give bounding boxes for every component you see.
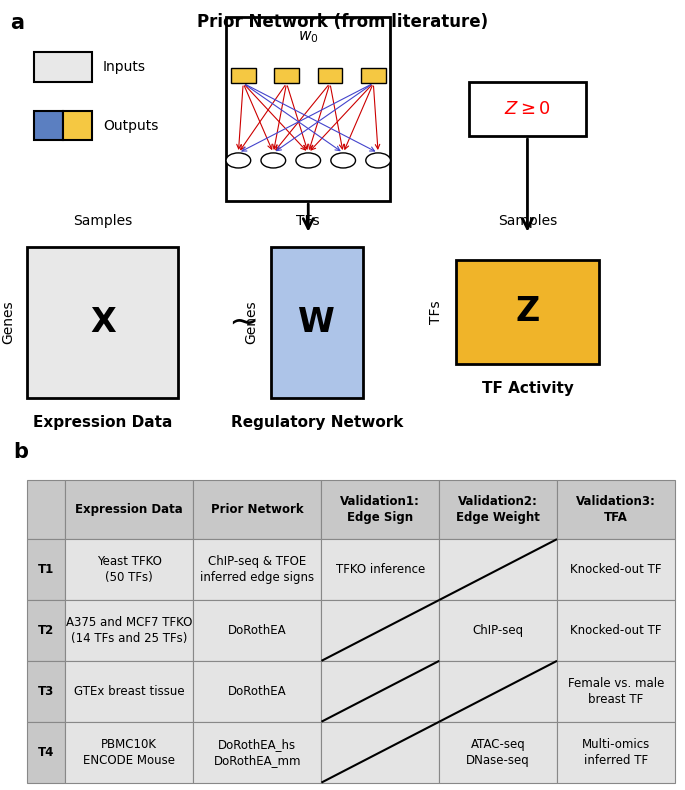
Text: Regulatory Network: Regulatory Network xyxy=(231,415,403,430)
Bar xyxy=(27,247,178,398)
Bar xyxy=(361,68,386,83)
Text: Expression Data: Expression Data xyxy=(75,503,183,516)
Bar xyxy=(27,600,65,661)
Text: Expression Data: Expression Data xyxy=(33,415,173,430)
Bar xyxy=(321,661,439,722)
Bar xyxy=(439,600,557,661)
Bar xyxy=(193,600,321,661)
Bar xyxy=(456,260,599,364)
Bar xyxy=(65,480,193,539)
Text: ChIP-seq: ChIP-seq xyxy=(473,624,523,637)
Text: a: a xyxy=(10,13,24,32)
Bar xyxy=(226,17,390,201)
Bar xyxy=(557,722,675,783)
Bar xyxy=(65,600,193,661)
Bar xyxy=(193,661,321,722)
Bar xyxy=(27,661,65,722)
Bar xyxy=(321,539,439,600)
Bar xyxy=(439,480,557,539)
Text: Genes: Genes xyxy=(245,300,258,344)
Circle shape xyxy=(366,153,390,168)
Text: TFKO inference: TFKO inference xyxy=(336,563,425,576)
Bar xyxy=(321,722,439,783)
Text: Samples: Samples xyxy=(73,214,132,228)
Text: A375 and MCF7 TFKO
(14 TFs and 25 TFs): A375 and MCF7 TFKO (14 TFs and 25 TFs) xyxy=(66,616,192,645)
Text: b: b xyxy=(14,442,29,462)
Text: Female vs. male
breast TF: Female vs. male breast TF xyxy=(568,677,664,705)
Bar xyxy=(34,111,63,141)
Text: DoRothEA: DoRothEA xyxy=(228,624,286,637)
Text: TFs: TFs xyxy=(297,214,320,228)
Text: Yeast TFKO
(50 TFs): Yeast TFKO (50 TFs) xyxy=(97,555,162,584)
Text: Outputs: Outputs xyxy=(103,118,158,133)
Text: $Z \geq 0$: $Z \geq 0$ xyxy=(504,100,551,118)
Text: DoRothEA_hs
DoRothEA_mm: DoRothEA_hs DoRothEA_mm xyxy=(214,738,301,766)
Text: Z: Z xyxy=(515,295,540,329)
Text: T3: T3 xyxy=(38,685,54,698)
Text: TFs: TFs xyxy=(429,300,443,324)
Bar xyxy=(193,722,321,783)
Text: GTEx breast tissue: GTEx breast tissue xyxy=(74,685,184,698)
Bar xyxy=(65,661,193,722)
Bar xyxy=(557,661,675,722)
Text: Validation1:
Edge Sign: Validation1: Edge Sign xyxy=(340,495,421,524)
Text: DoRothEA: DoRothEA xyxy=(228,685,286,698)
Text: PBMC10K
ENCODE Mouse: PBMC10K ENCODE Mouse xyxy=(83,738,175,766)
Circle shape xyxy=(226,153,251,168)
Text: T4: T4 xyxy=(38,746,54,758)
Bar xyxy=(321,600,439,661)
Text: Validation3:
TFA: Validation3: TFA xyxy=(576,495,656,524)
Text: Genes: Genes xyxy=(1,300,15,344)
Text: Multi-omics
inferred TF: Multi-omics inferred TF xyxy=(582,738,650,766)
Bar xyxy=(557,600,675,661)
Text: W: W xyxy=(299,306,335,339)
Bar xyxy=(274,68,299,83)
Text: ATAC-seq
DNase-seq: ATAC-seq DNase-seq xyxy=(466,738,530,766)
Bar xyxy=(27,539,65,600)
Bar xyxy=(439,722,557,783)
Bar xyxy=(65,539,193,600)
Bar xyxy=(469,81,586,136)
Text: Inputs: Inputs xyxy=(103,60,146,74)
Bar xyxy=(63,111,92,141)
Bar xyxy=(193,480,321,539)
Text: Prior Network (from literature): Prior Network (from literature) xyxy=(197,13,488,31)
Text: Samples: Samples xyxy=(498,214,557,228)
Bar xyxy=(439,661,557,722)
Text: ChIP-seq & TFOE
inferred edge signs: ChIP-seq & TFOE inferred edge signs xyxy=(200,555,314,584)
Bar xyxy=(557,480,675,539)
Circle shape xyxy=(296,153,321,168)
Bar xyxy=(34,52,92,81)
Circle shape xyxy=(261,153,286,168)
Text: ~: ~ xyxy=(228,306,258,340)
Text: Validation2:
Edge Weight: Validation2: Edge Weight xyxy=(456,495,540,524)
Bar xyxy=(65,722,193,783)
Bar xyxy=(231,68,256,83)
Text: Knocked-out TF: Knocked-out TF xyxy=(570,563,662,576)
Bar xyxy=(271,247,363,398)
Text: X: X xyxy=(90,306,116,339)
Text: Prior Network: Prior Network xyxy=(211,503,303,516)
Bar xyxy=(27,722,65,783)
Text: T2: T2 xyxy=(38,624,54,637)
Bar xyxy=(193,539,321,600)
Text: Knocked-out TF: Knocked-out TF xyxy=(570,624,662,637)
Bar xyxy=(321,480,439,539)
Text: $w_0$: $w_0$ xyxy=(298,29,319,45)
Bar xyxy=(557,539,675,600)
Bar xyxy=(318,68,342,83)
Circle shape xyxy=(331,153,356,168)
Text: T1: T1 xyxy=(38,563,54,576)
Bar xyxy=(27,480,65,539)
Text: TF Activity: TF Activity xyxy=(482,381,573,396)
Bar xyxy=(439,539,557,600)
